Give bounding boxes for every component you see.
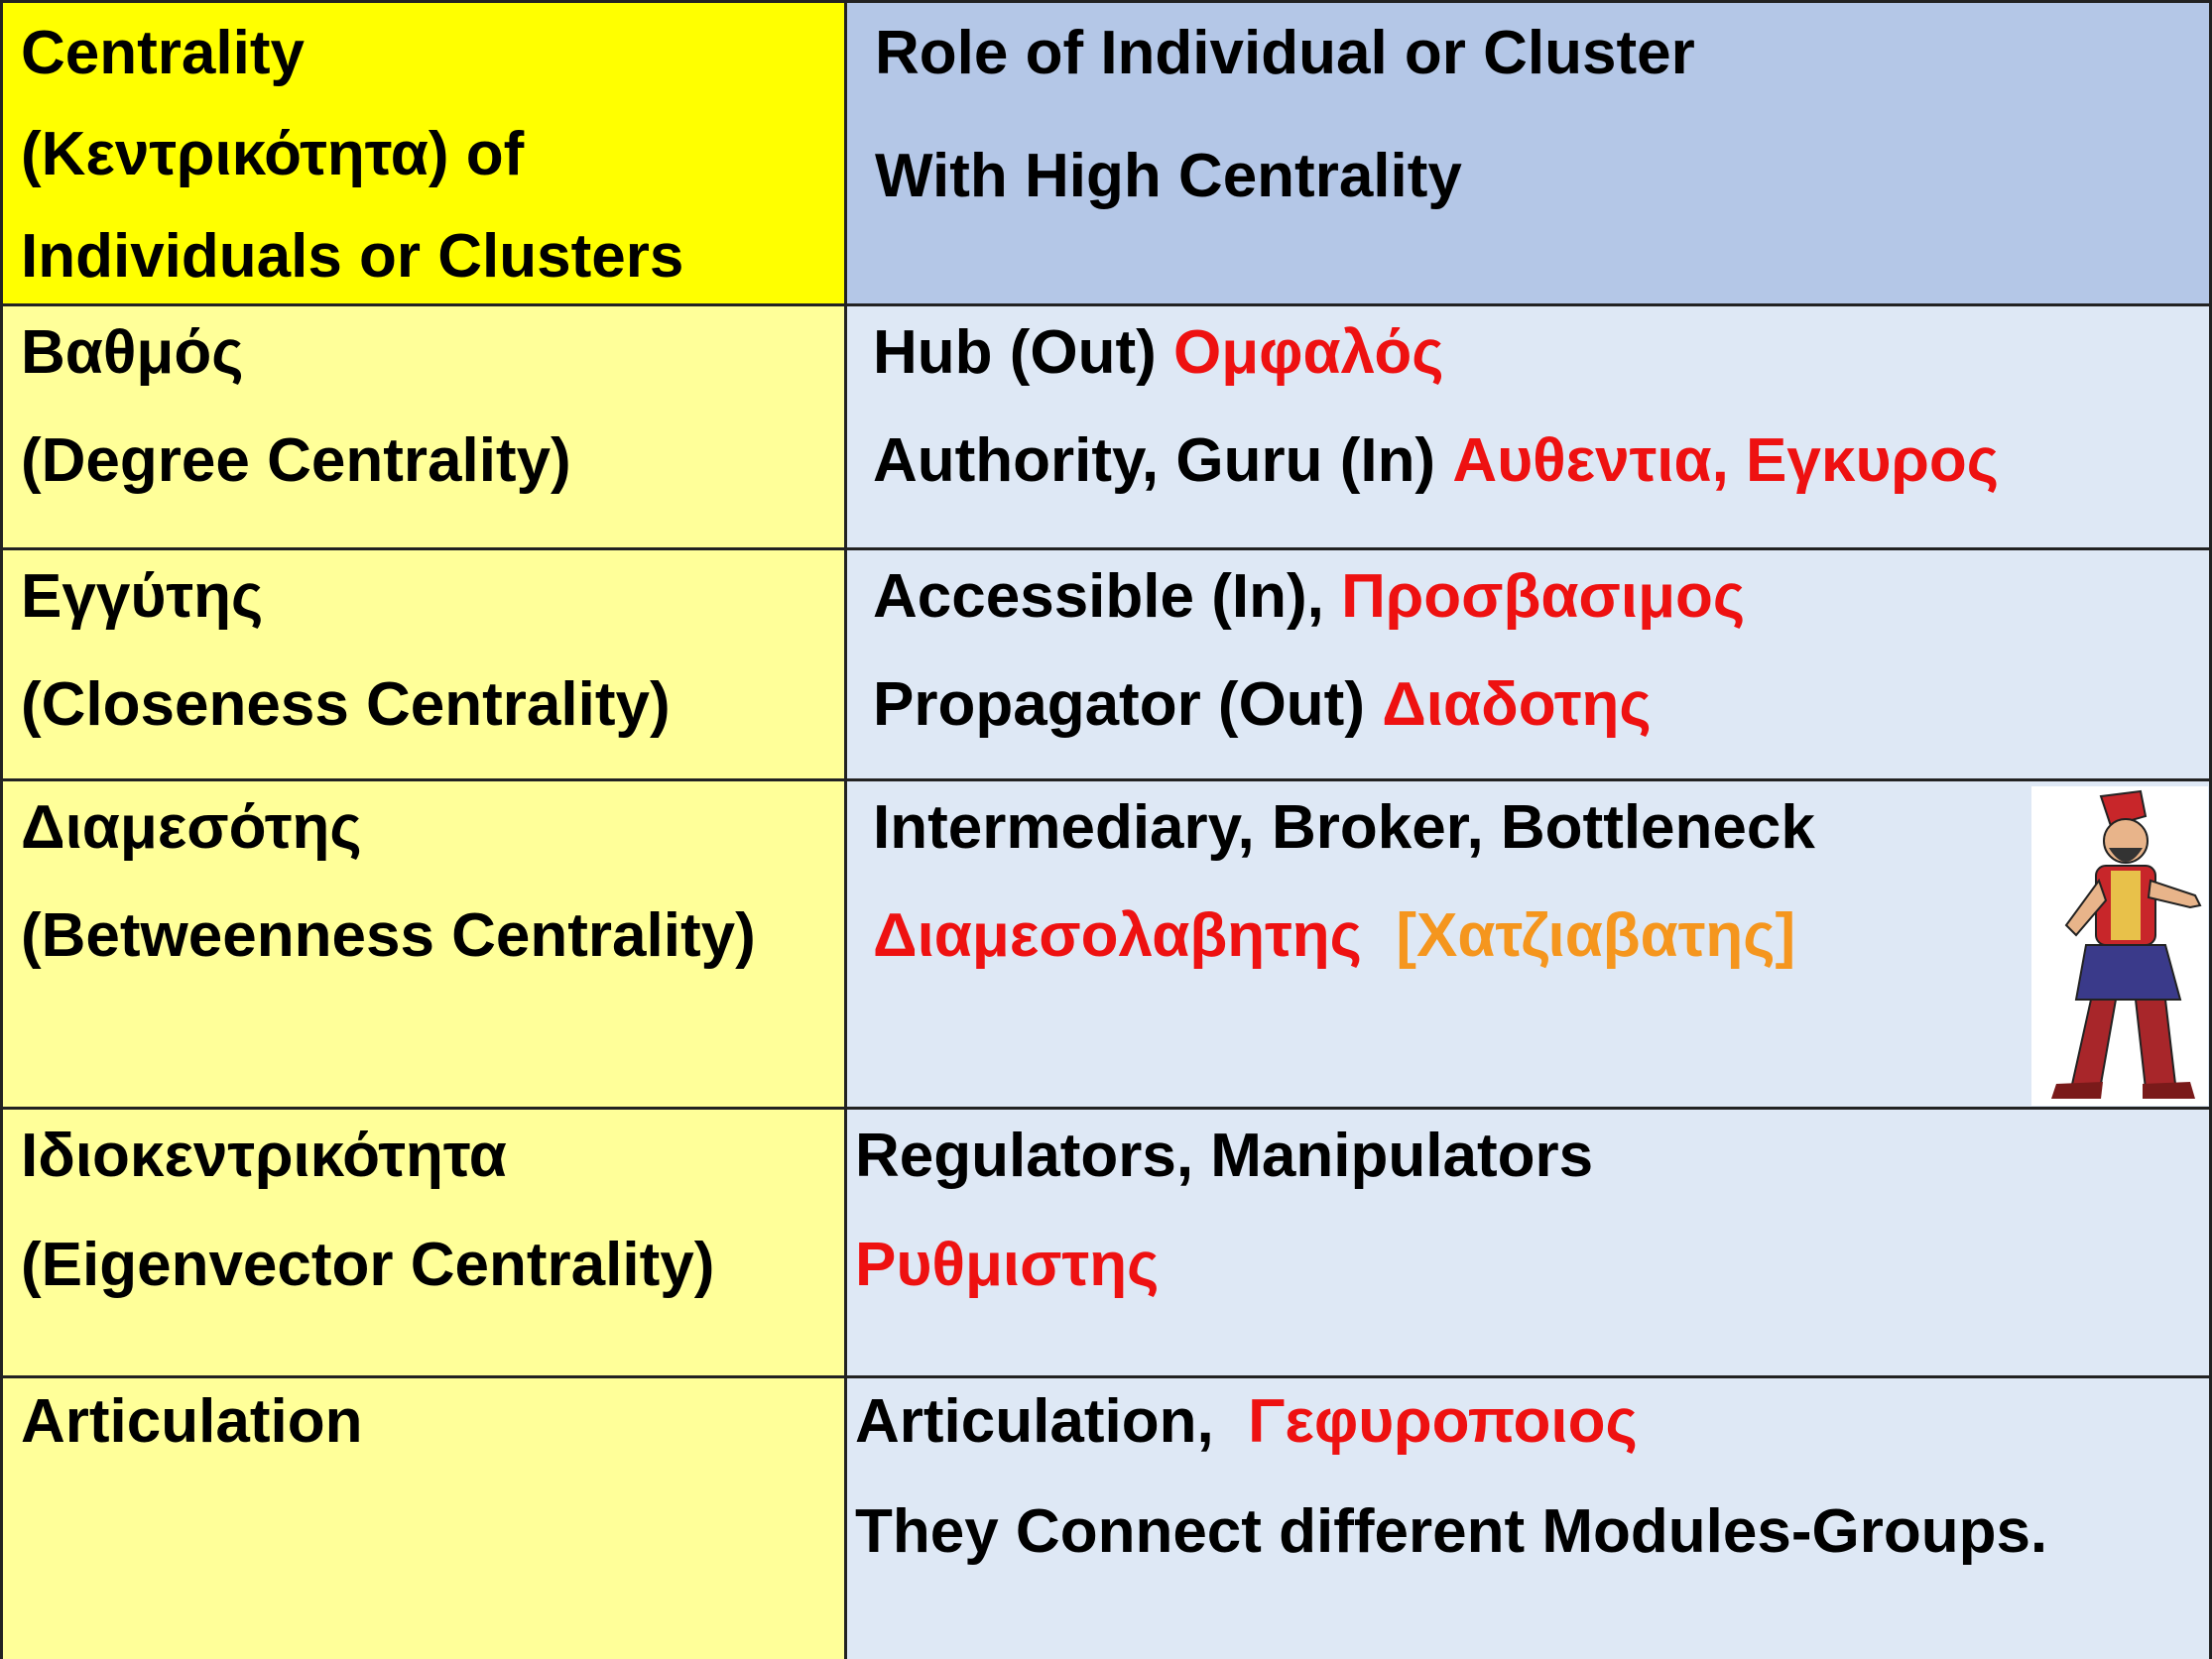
role: Regulators, Manipulators — [855, 1126, 1593, 1187]
role: Ρυθμιστης — [855, 1235, 1159, 1296]
role: They Connect different Modules-Groups. — [855, 1501, 2047, 1563]
role: Intermediary, Broker, Bottleneck — [873, 797, 1815, 859]
role-text: They Connect different Modules-Groups. — [855, 1497, 2048, 1566]
header-left-cell — [0, 0, 847, 306]
role-greek: Αυθεντια, Εγκυρος — [1452, 426, 2000, 495]
role: Articulation, Γεφυροποιος — [855, 1391, 1638, 1453]
role: Accessible (In), Προσβασιμος — [873, 566, 1745, 628]
role: Διαμεσολαβητης [Χατζιαβατης] — [873, 905, 1795, 967]
term: Διαμεσότης — [21, 793, 362, 862]
term: Ιδιοκεντρικότητα — [21, 1122, 507, 1190]
role-text: Hub (Out) — [873, 318, 1174, 387]
role-text: Intermediary, Broker, Bottleneck — [873, 793, 1815, 862]
term: Articulation — [21, 1387, 363, 1456]
header-text: With High Centrality — [875, 142, 1462, 210]
role-greek: Διαμεσολαβητης — [873, 901, 1397, 970]
role: Authority, Guru (In) Αυθεντια, Εγκυρος — [873, 430, 1999, 492]
left-cell — [0, 547, 847, 781]
term: Βαθμός — [21, 318, 244, 387]
header-right-cell — [844, 0, 2212, 306]
role-greek: Ρυθμιστης — [855, 1231, 1160, 1299]
term: (Closeness Centrality) — [21, 670, 671, 739]
role-text: Accessible (In), — [873, 562, 1342, 631]
left-cell — [0, 778, 847, 1110]
term: (Degree Centrality) — [21, 426, 571, 495]
role-greek: Γεφυροποιος — [1248, 1387, 1638, 1456]
role-text: Authority, Guru (In) — [873, 426, 1453, 495]
header-text: Centrality — [21, 19, 305, 87]
right-cell — [844, 303, 2212, 550]
role-greek: Διαδοτης — [1382, 670, 1652, 739]
role-greek: Προσβασιμος — [1341, 562, 1746, 631]
role-greek: Ομφαλός — [1173, 318, 1444, 387]
right-cell — [844, 1107, 2212, 1378]
right-cell — [844, 778, 2212, 1110]
term: Εγγύτης — [21, 562, 264, 631]
role: Hub (Out) Ομφαλός — [873, 322, 1443, 384]
header-text: (Κεντρικότητα) of — [21, 120, 525, 188]
left-cell — [0, 1107, 847, 1378]
role-text: Articulation, — [855, 1387, 1249, 1456]
right-cell — [844, 1375, 2212, 1659]
role-text: Regulators, Manipulators — [855, 1122, 1594, 1190]
right-cell — [844, 547, 2212, 781]
term: (Betweenness Centrality) — [21, 901, 756, 970]
role-text: Propagator (Out) — [873, 670, 1383, 739]
role: Propagator (Out) Διαδοτης — [873, 674, 1652, 736]
puppet-illustration — [2031, 786, 2208, 1106]
header-text: Individuals or Clusters — [21, 222, 684, 291]
term: (Eigenvector Centrality) — [21, 1231, 715, 1299]
role-alt: [Χατζιαβατης] — [1396, 901, 1796, 970]
header-text: Role of Individual or Cluster — [875, 19, 1695, 87]
